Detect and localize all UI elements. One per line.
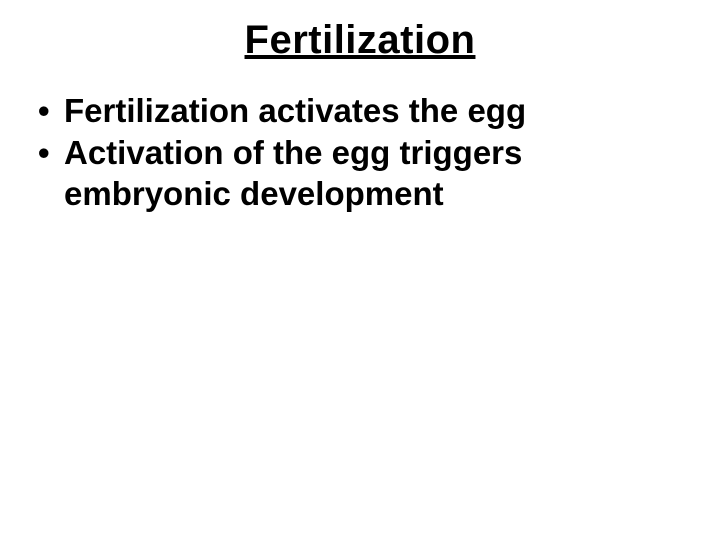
bullet-item: Activation of the egg triggers embryonic… xyxy=(36,133,684,214)
bullet-list: Fertilization activates the egg Activati… xyxy=(30,91,690,214)
slide-title: Fertilization xyxy=(30,18,690,63)
slide: Fertilization Fertilization activates th… xyxy=(0,0,720,540)
bullet-item: Fertilization activates the egg xyxy=(36,91,684,131)
